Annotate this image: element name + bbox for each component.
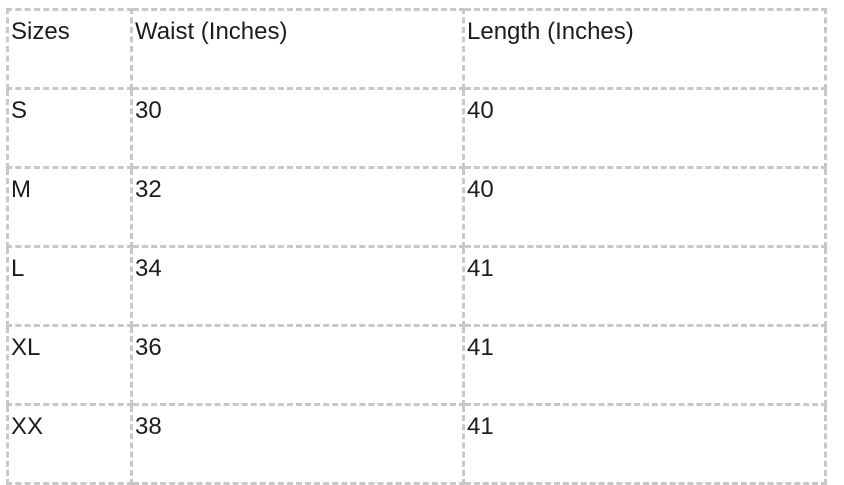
waist-cell: 36 xyxy=(130,324,465,406)
size-cell: XL xyxy=(6,324,133,406)
length-cell: 41 xyxy=(462,403,827,485)
header-row: Sizes Waist (Inches) Length (Inches) xyxy=(6,8,827,90)
waist-cell: 30 xyxy=(130,87,465,169)
size-cell: S xyxy=(6,87,133,169)
table-row: S 30 40 xyxy=(6,87,827,169)
size-cell: L xyxy=(6,245,133,327)
table-row: M 32 40 xyxy=(6,166,827,248)
table-row: L 34 41 xyxy=(6,245,827,327)
waist-cell: 32 xyxy=(130,166,465,248)
header-sizes: Sizes xyxy=(6,8,133,90)
length-cell: 41 xyxy=(462,245,827,327)
table-row: XL 36 41 xyxy=(6,324,827,406)
length-cell: 40 xyxy=(462,87,827,169)
length-cell: 41 xyxy=(462,324,827,406)
table-row: XX 38 41 xyxy=(6,403,827,485)
header-waist: Waist (Inches) xyxy=(130,8,465,90)
size-cell: M xyxy=(6,166,133,248)
header-length: Length (Inches) xyxy=(462,8,827,90)
size-cell: XX xyxy=(6,403,133,485)
length-cell: 40 xyxy=(462,166,827,248)
waist-cell: 34 xyxy=(130,245,465,327)
waist-cell: 38 xyxy=(130,403,465,485)
size-chart-table: Sizes Waist (Inches) Length (Inches) S 3… xyxy=(6,8,827,485)
